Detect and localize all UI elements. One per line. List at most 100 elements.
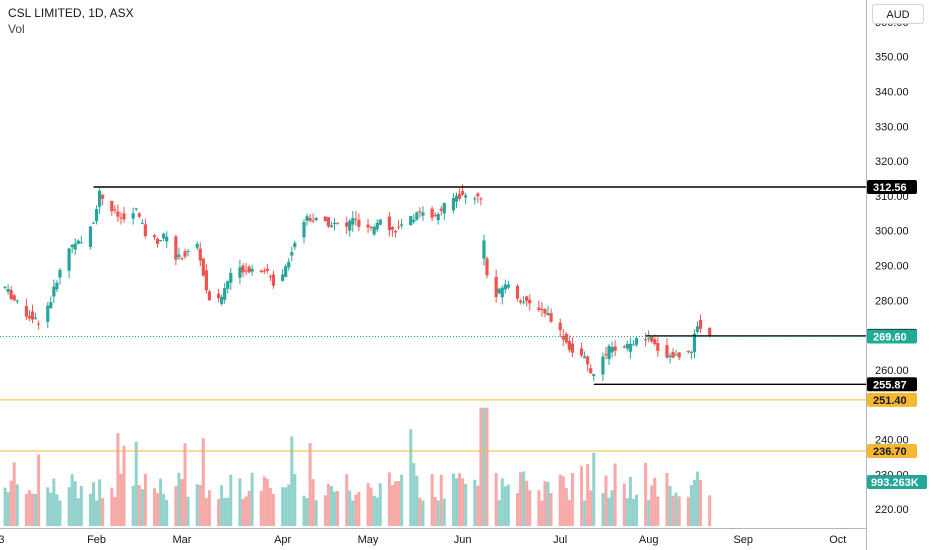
volume-bar [119, 473, 123, 526]
candle-body [586, 356, 590, 365]
candle-body [116, 211, 120, 217]
volume-bar [647, 500, 651, 526]
volume-bar [52, 478, 56, 526]
candle-body [122, 213, 126, 220]
volume-indicator-label[interactable]: Vol [8, 22, 25, 36]
candle-body [12, 295, 16, 301]
volume-value-label: 993.263K [871, 477, 919, 489]
candle-body [113, 209, 117, 211]
candle-body [284, 266, 288, 277]
candle-body [76, 240, 80, 244]
candle-body [165, 236, 169, 242]
x-tick-label: 2023 [0, 534, 4, 546]
volume-bar [223, 497, 227, 526]
candle-body [287, 261, 291, 268]
candle-body [457, 193, 462, 199]
last-price-label: 269.60 [873, 331, 907, 343]
volume-bar [143, 473, 147, 526]
currency-button[interactable]: AUD [872, 4, 924, 24]
volume-bar [351, 500, 355, 526]
x-tick-label: Sep [733, 534, 753, 546]
level-price-label: 251.40 [873, 395, 907, 407]
volume-bar [116, 433, 120, 526]
volume-bar [88, 493, 92, 526]
volume-bar [281, 487, 285, 526]
volume-bar [6, 492, 10, 526]
candle-body [186, 251, 190, 253]
candle-body [412, 219, 416, 222]
volume-bar [677, 496, 681, 526]
volume-bar [55, 494, 59, 526]
candle-body [223, 288, 227, 300]
y-tick-label: 240.00 [875, 434, 909, 446]
volume-bar [686, 497, 690, 526]
volume-bar [625, 498, 629, 526]
candle-body [137, 213, 141, 217]
candle-body [558, 322, 562, 330]
volume-bar [506, 484, 510, 526]
volume-bar [174, 486, 178, 526]
plot-area[interactable] [0, 0, 866, 528]
volume-bar [692, 479, 696, 526]
volume-bar [375, 497, 379, 526]
level-price-tag [867, 443, 917, 458]
volume-bar [699, 479, 703, 526]
candle-body [415, 212, 419, 220]
candle-body [393, 230, 398, 233]
level-price-label: 236.70 [873, 446, 907, 458]
volume-bar [485, 407, 489, 526]
volume-bar [540, 500, 544, 526]
candle-body [479, 198, 483, 200]
candle-body [226, 280, 230, 289]
volume-bar [650, 485, 654, 526]
volume-bar [433, 496, 437, 526]
candle-body [238, 267, 242, 278]
candle-body [323, 216, 327, 222]
candle-body [506, 284, 510, 288]
candle-body [476, 193, 480, 197]
candle-body [604, 354, 608, 356]
x-tick-label: Jul [553, 534, 567, 546]
candle-body [518, 300, 523, 303]
candle-body [369, 226, 373, 228]
candle-body [159, 240, 163, 242]
candle-body [305, 216, 309, 221]
volume-bar [79, 486, 83, 526]
candle-body [6, 288, 10, 292]
candle-body [375, 222, 379, 230]
volume-bar [217, 499, 221, 526]
candle-body [497, 288, 501, 294]
level-price-label: 312.56 [873, 182, 907, 194]
volume-bar [345, 474, 349, 526]
candle-body [247, 266, 251, 273]
candle-body [293, 243, 297, 248]
candle-body [671, 351, 675, 358]
candle-body [271, 274, 276, 286]
symbol-title[interactable]: CSL LIMITED, 1D, ASX [8, 6, 134, 20]
volume-bar [204, 498, 208, 526]
level-price-tag [867, 377, 917, 392]
volume-bar [262, 476, 266, 526]
volume-bar [220, 485, 224, 526]
volume-bar [390, 484, 394, 526]
volume-bar [415, 475, 419, 526]
volume-bar [537, 490, 541, 526]
y-tick-label: 350.00 [875, 52, 909, 64]
x-tick-label: Mar [172, 534, 191, 546]
volume-bar [183, 443, 187, 526]
candle-body [183, 251, 187, 257]
volume-bar [101, 498, 105, 526]
candle-body [52, 286, 56, 297]
volume-bar [567, 500, 571, 526]
candle-body [528, 299, 532, 304]
candle-body [220, 296, 224, 304]
candle-body [201, 258, 205, 276]
volume-bar [137, 485, 141, 526]
candle-body [67, 248, 71, 271]
candle-body [354, 218, 358, 220]
candle-body [482, 240, 486, 259]
x-tick-label: Aug [639, 534, 659, 546]
volume-bar [393, 481, 397, 526]
volume-bar [229, 474, 233, 526]
